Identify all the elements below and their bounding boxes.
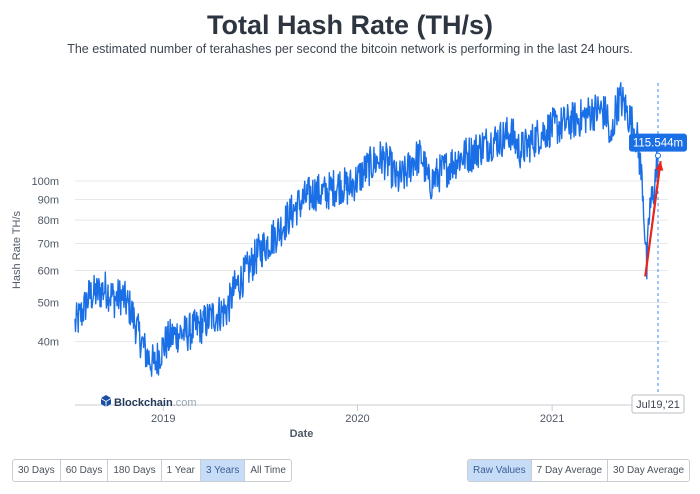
hover-point[interactable] — [655, 152, 661, 159]
watermark-text: Blockchain.com — [114, 397, 197, 409]
x-tick-label: 2019 — [151, 413, 175, 425]
hash-rate-series-line[interactable] — [74, 82, 659, 377]
value-tooltip — [629, 133, 687, 152]
annotation-arrowhead — [655, 161, 664, 171]
time-range-selector: 30 Days 60 Days 180 Days 1 Year 3 Years All T… — [12, 459, 292, 482]
range-3-years-button[interactable]: 3 Years — [201, 460, 246, 481]
average-selector: Raw Values 7 Day Average 30 Day Average — [467, 459, 691, 482]
average-30-day-average-button[interactable]: 30 Day Average — [608, 460, 690, 481]
x-tick-label: 2021 — [540, 413, 564, 425]
page-title: Total Hash Rate (TH/s) — [206, 10, 494, 40]
x-tick-label: 2020 — [345, 413, 369, 425]
y-tick-label: 70m — [38, 239, 59, 251]
range-30-days-button[interactable]: 30 Days — [13, 460, 61, 481]
y-tick-label: 80m — [38, 215, 59, 227]
y-tick-label: 90m — [38, 194, 59, 206]
value-tooltip-label: 115.544m — [633, 138, 683, 150]
annotation-arrow — [644, 160, 662, 277]
average-7-day-average-button[interactable]: 7 Day Average — [531, 460, 609, 481]
range-180-days-button[interactable]: 180 Days — [108, 460, 162, 481]
y-tick-label: 100m — [31, 176, 59, 188]
range-60-days-button[interactable]: 60 Days — [60, 460, 109, 481]
date-tooltip — [631, 394, 685, 414]
y-axis-title: Hash Rate TH/s — [11, 210, 23, 289]
blockchain-logo-icon — [101, 395, 111, 407]
blockchain-watermark: Blockchain.com — [101, 395, 197, 409]
range-all-time-button[interactable]: All Time — [245, 460, 291, 481]
range-1-year-button[interactable]: 1 Year — [161, 460, 201, 481]
average-raw-values-button[interactable]: Raw Values — [468, 460, 532, 481]
date-tooltip-label: Jul19,'21 — [636, 399, 680, 411]
page-subtitle: The estimated number of terahashes per s… — [67, 42, 633, 56]
y-tick-label: 40m — [38, 337, 59, 349]
hash-rate-chart[interactable]: 40m 50m 60m 70m 80m 90m 100m 2019 2020 2021 Date Ha… — [0, 0, 700, 450]
y-tick-label: 60m — [38, 266, 59, 278]
x-axis-title: Date — [290, 428, 314, 440]
y-tick-label: 50m — [38, 297, 59, 309]
